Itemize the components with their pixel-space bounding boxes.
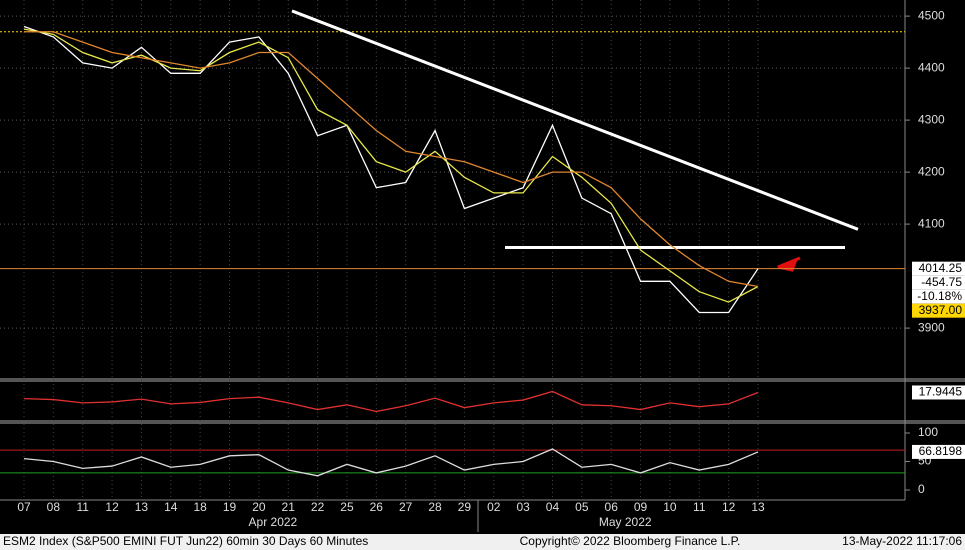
x-tick-label: 21 xyxy=(282,500,296,514)
price-label: 66.8198 xyxy=(919,444,963,458)
y-tick-label: 4200 xyxy=(918,164,945,178)
x-tick-label: 03 xyxy=(516,500,530,514)
price-line xyxy=(23,25,759,314)
x-tick-label: 26 xyxy=(370,500,384,514)
x-tick-label: 06 xyxy=(605,500,619,514)
price-label: 3937.00 xyxy=(919,303,963,317)
x-tick-label: 02 xyxy=(487,500,501,514)
x-tick-label: 27 xyxy=(399,500,413,514)
y-tick-label: 4400 xyxy=(918,60,945,74)
price-label-box xyxy=(912,385,965,400)
x-tick-label: 13 xyxy=(751,500,765,514)
x-tick-label: 07 xyxy=(17,500,31,514)
price-line xyxy=(23,390,759,413)
month-label: Apr 2022 xyxy=(249,515,298,529)
x-tick-label: 11 xyxy=(693,500,706,514)
price-label-box xyxy=(912,261,965,276)
y-tick-label: 4300 xyxy=(918,112,945,126)
month-label: May 2022 xyxy=(599,515,652,529)
x-tick-label: 19 xyxy=(223,500,237,514)
price-line xyxy=(23,28,759,303)
footer: ESM2 Index (S&P500 EMINI FUT Jun22) 60mi… xyxy=(0,534,965,550)
price-label: -10.18% xyxy=(917,289,962,303)
y-tick-label: 3900 xyxy=(918,320,945,334)
price-label-box xyxy=(912,289,965,304)
x-tick-label: 04 xyxy=(546,500,560,514)
x-tick-label: 12 xyxy=(105,500,119,514)
x-tick-label: 12 xyxy=(722,500,736,514)
price-label-box xyxy=(912,275,965,290)
y-tick-label: 4100 xyxy=(918,216,945,230)
price-label: -454.75 xyxy=(921,275,962,289)
x-tick-label: 11 xyxy=(76,500,89,514)
x-tick-label: 28 xyxy=(428,500,442,514)
price-label-box xyxy=(912,444,965,459)
price-line xyxy=(23,448,759,477)
footer-right: 13-May-2022 11:17:06 xyxy=(842,534,962,548)
x-tick-label: 18 xyxy=(193,500,207,514)
x-tick-label: 29 xyxy=(458,500,472,514)
footer-left: ESM2 Index (S&P500 EMINI FUT Jun22) 60mi… xyxy=(3,534,368,548)
x-tick-label: 20 xyxy=(252,500,266,514)
trendline xyxy=(291,9,859,231)
x-tick-label: 22 xyxy=(311,500,325,514)
x-tick-label: 09 xyxy=(634,500,648,514)
y-tick-label: 0 xyxy=(918,482,925,496)
x-tick-label: 08 xyxy=(47,500,61,514)
x-tick-label: 05 xyxy=(575,500,589,514)
y-tick-label: 100 xyxy=(918,425,938,439)
price-label-box xyxy=(912,303,965,318)
x-tick-label: 25 xyxy=(340,500,354,514)
x-tick-label: 13 xyxy=(135,500,149,514)
y-tick-label: 4500 xyxy=(918,8,945,22)
footer-center: Copyright© 2022 Bloomberg Finance L.P. xyxy=(520,534,741,548)
panel-divider xyxy=(0,378,965,382)
price-label: 17.9445 xyxy=(919,385,963,399)
price-label: 4014.25 xyxy=(919,261,963,275)
x-tick-label: 14 xyxy=(164,500,178,514)
footer-bar xyxy=(0,534,965,550)
panel-divider xyxy=(0,420,965,424)
x-tick-label: 10 xyxy=(663,500,677,514)
price-line xyxy=(24,31,759,288)
